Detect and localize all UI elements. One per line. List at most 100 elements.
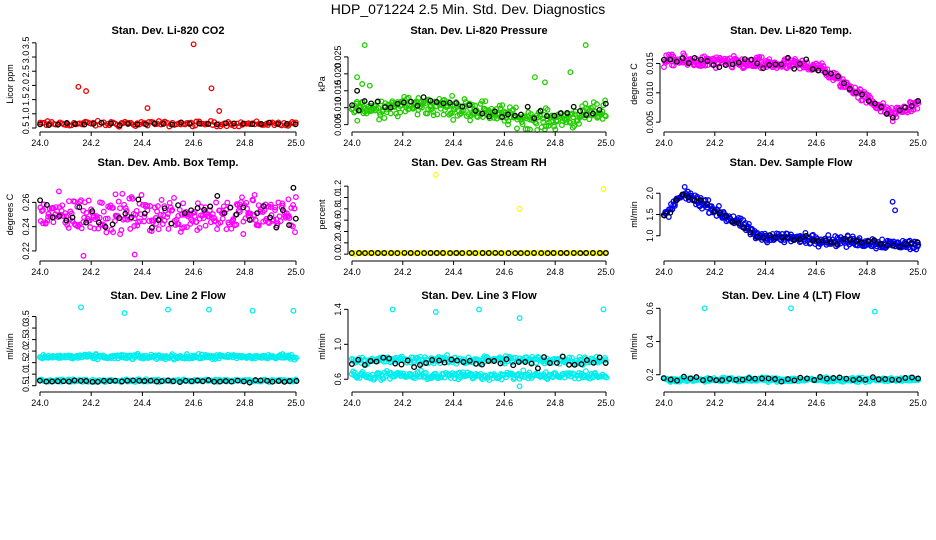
- y-tick-label: 2.5: [21, 65, 31, 78]
- data-point: [542, 79, 548, 86]
- y-tick-label: 2.0: [21, 345, 31, 358]
- panel-title: Stan. Dev. Line 4 (LT) Flow: [722, 290, 861, 302]
- data-point: [716, 210, 723, 217]
- series-subset: [349, 87, 609, 122]
- data-point: [729, 61, 736, 68]
- data-point: [293, 378, 300, 384]
- y-tick-label: 0.8: [333, 203, 343, 216]
- data-point: [121, 310, 128, 317]
- y-tick-label: 0.5: [21, 122, 31, 135]
- data-point: [512, 104, 519, 111]
- data-point: [254, 210, 261, 217]
- data-point: [681, 183, 688, 190]
- data-point: [809, 66, 816, 73]
- data-point: [36, 377, 43, 384]
- y-tick-label: 0.010: [333, 96, 343, 119]
- data-point: [158, 196, 165, 203]
- x-tick-label: 24.8: [236, 267, 254, 277]
- series-subset: [37, 119, 299, 129]
- data-point: [583, 250, 590, 256]
- data-point: [719, 377, 726, 384]
- data-point: [361, 42, 368, 49]
- data-point: [175, 221, 182, 228]
- data-point: [788, 305, 794, 312]
- y-axis-label: degrees C: [5, 193, 15, 235]
- data-point: [915, 241, 922, 248]
- data-point: [267, 214, 274, 221]
- y-tick-label: 1.5: [21, 93, 31, 106]
- data-point: [78, 304, 84, 311]
- panel-stan-dev-sample-flow: Stan. Dev. Sample Flow ml/min 24.0 24.2 24.4…: [629, 157, 927, 277]
- data-point: [691, 54, 698, 61]
- data-point: [94, 378, 101, 385]
- data-point: [551, 123, 558, 130]
- data-point: [593, 101, 600, 108]
- y-tick-label: 1.0: [645, 229, 655, 242]
- data-point: [290, 184, 297, 191]
- data-point: [889, 118, 896, 125]
- data-point: [524, 250, 531, 257]
- data-point: [374, 98, 381, 105]
- data-points: [660, 183, 922, 253]
- data-point: [386, 355, 393, 362]
- data-point: [541, 354, 547, 361]
- data-point: [499, 114, 506, 120]
- data-point: [538, 250, 545, 257]
- data-point: [414, 102, 421, 109]
- data-point: [596, 106, 603, 113]
- data-point: [472, 250, 479, 257]
- data-point: [691, 197, 698, 204]
- data-point: [349, 102, 356, 109]
- data-point: [878, 104, 885, 110]
- data-point: [447, 250, 454, 257]
- data-point: [207, 203, 214, 210]
- data-point: [543, 123, 550, 130]
- data-point: [784, 234, 791, 241]
- data-point: [557, 110, 564, 117]
- data-point: [512, 112, 519, 119]
- data-point: [124, 377, 131, 384]
- data-point: [772, 234, 779, 241]
- data-point: [889, 198, 896, 205]
- data-point: [436, 249, 443, 256]
- panel-stan-dev-line-2-flow: Stan. Dev. Line 2 Flow ml/min 24.0 24.2 24.4…: [5, 290, 305, 408]
- data-point: [131, 251, 138, 258]
- data-point: [875, 376, 882, 383]
- x-tick-label: 24.2: [82, 398, 100, 408]
- data-point: [704, 200, 711, 207]
- data-point: [361, 361, 368, 368]
- data-point: [915, 375, 922, 382]
- data-point: [138, 192, 145, 198]
- data-point: [433, 99, 440, 105]
- data-point: [110, 204, 116, 211]
- data-point: [915, 100, 922, 107]
- data-point: [902, 104, 909, 111]
- x-tick-label: 25.0: [287, 267, 305, 277]
- data-point: [249, 121, 256, 128]
- x-axis: 24.0 24.2 24.4 24.6 24.8 25.0: [31, 391, 305, 408]
- data-point: [250, 197, 257, 204]
- data-point: [59, 202, 66, 209]
- data-point: [908, 240, 915, 247]
- data-point: [503, 356, 510, 363]
- data-point: [702, 62, 709, 69]
- data-point: [700, 377, 706, 384]
- data-point: [553, 359, 560, 366]
- x-tick-label: 24.6: [808, 398, 826, 408]
- x-tick-label: 24.6: [185, 138, 203, 148]
- data-points: [348, 42, 609, 133]
- data-point: [290, 307, 297, 314]
- data-point: [291, 205, 298, 212]
- data-point: [118, 378, 125, 385]
- data-point: [255, 222, 262, 229]
- data-points: [36, 304, 300, 386]
- data-points: [348, 306, 610, 390]
- data-point: [596, 354, 603, 361]
- data-point: [602, 113, 609, 120]
- data-point: [43, 201, 50, 208]
- data-point: [196, 224, 203, 231]
- data-point: [512, 250, 519, 257]
- data-point: [582, 100, 589, 107]
- data-point: [716, 64, 723, 71]
- data-point: [176, 206, 183, 213]
